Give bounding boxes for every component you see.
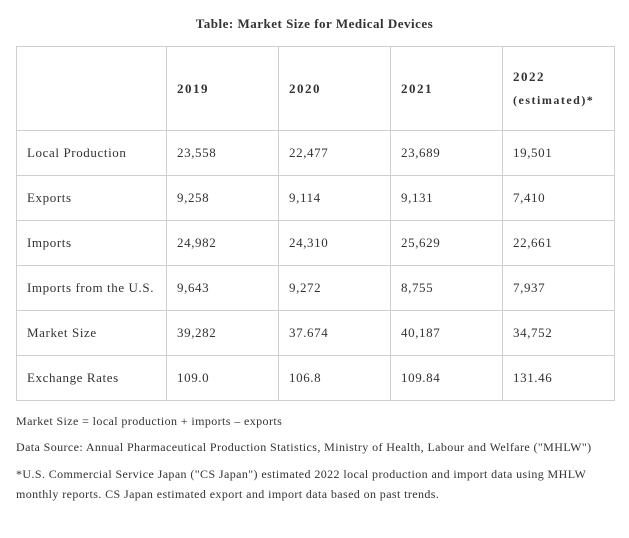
cell: 37.674: [279, 310, 391, 355]
table-row: Local Production 23,558 22,477 23,689 19…: [17, 130, 615, 175]
row-label: Local Production: [17, 130, 167, 175]
cell: 109.84: [391, 355, 503, 400]
cell: 23,689: [391, 130, 503, 175]
cell: 131.46: [503, 355, 615, 400]
cell: 39,282: [167, 310, 279, 355]
cell: 9,114: [279, 175, 391, 220]
table-row: Imports 24,982 24,310 25,629 22,661: [17, 220, 615, 265]
cell: 9,272: [279, 265, 391, 310]
col-header-2022: 2022 (estimated)*: [503, 47, 615, 131]
table-row: Imports from the U.S. 9,643 9,272 8,755 …: [17, 265, 615, 310]
cell: 9,643: [167, 265, 279, 310]
row-label: Exports: [17, 175, 167, 220]
row-label: Exchange Rates: [17, 355, 167, 400]
footnote-formula: Market Size = local production + imports…: [16, 411, 613, 431]
cell: 34,752: [503, 310, 615, 355]
col-header-2021: 2021: [391, 47, 503, 131]
cell: 22,661: [503, 220, 615, 265]
cell: 25,629: [391, 220, 503, 265]
cell: 23,558: [167, 130, 279, 175]
table-row: Exchange Rates 109.0 106.8 109.84 131.46: [17, 355, 615, 400]
col-header-blank: [17, 47, 167, 131]
footnote-source: Data Source: Annual Pharmaceutical Produ…: [16, 437, 613, 457]
cell: 109.0: [167, 355, 279, 400]
cell: 9,131: [391, 175, 503, 220]
col-header-2022-year: 2022: [513, 69, 545, 84]
cell: 24,310: [279, 220, 391, 265]
footnote-estimate: *U.S. Commercial Service Japan ("CS Japa…: [16, 464, 613, 505]
table-row: Exports 9,258 9,114 9,131 7,410: [17, 175, 615, 220]
cell: 24,982: [167, 220, 279, 265]
cell: 19,501: [503, 130, 615, 175]
market-size-table: 2019 2020 2021 2022 (estimated)* Local P…: [16, 46, 615, 401]
cell: 9,258: [167, 175, 279, 220]
cell: 106.8: [279, 355, 391, 400]
row-label: Imports: [17, 220, 167, 265]
table-row: Market Size 39,282 37.674 40,187 34,752: [17, 310, 615, 355]
col-header-2019: 2019: [167, 47, 279, 131]
col-header-2020: 2020: [279, 47, 391, 131]
row-label: Market Size: [17, 310, 167, 355]
cell: 22,477: [279, 130, 391, 175]
table-header-row: 2019 2020 2021 2022 (estimated)*: [17, 47, 615, 131]
cell: 40,187: [391, 310, 503, 355]
cell: 7,410: [503, 175, 615, 220]
cell: 7,937: [503, 265, 615, 310]
row-label: Imports from the U.S.: [17, 265, 167, 310]
footnotes: Market Size = local production + imports…: [16, 411, 613, 505]
cell: 8,755: [391, 265, 503, 310]
table-title: Table: Market Size for Medical Devices: [16, 16, 613, 32]
col-header-2022-sub: (estimated)*: [513, 93, 594, 107]
